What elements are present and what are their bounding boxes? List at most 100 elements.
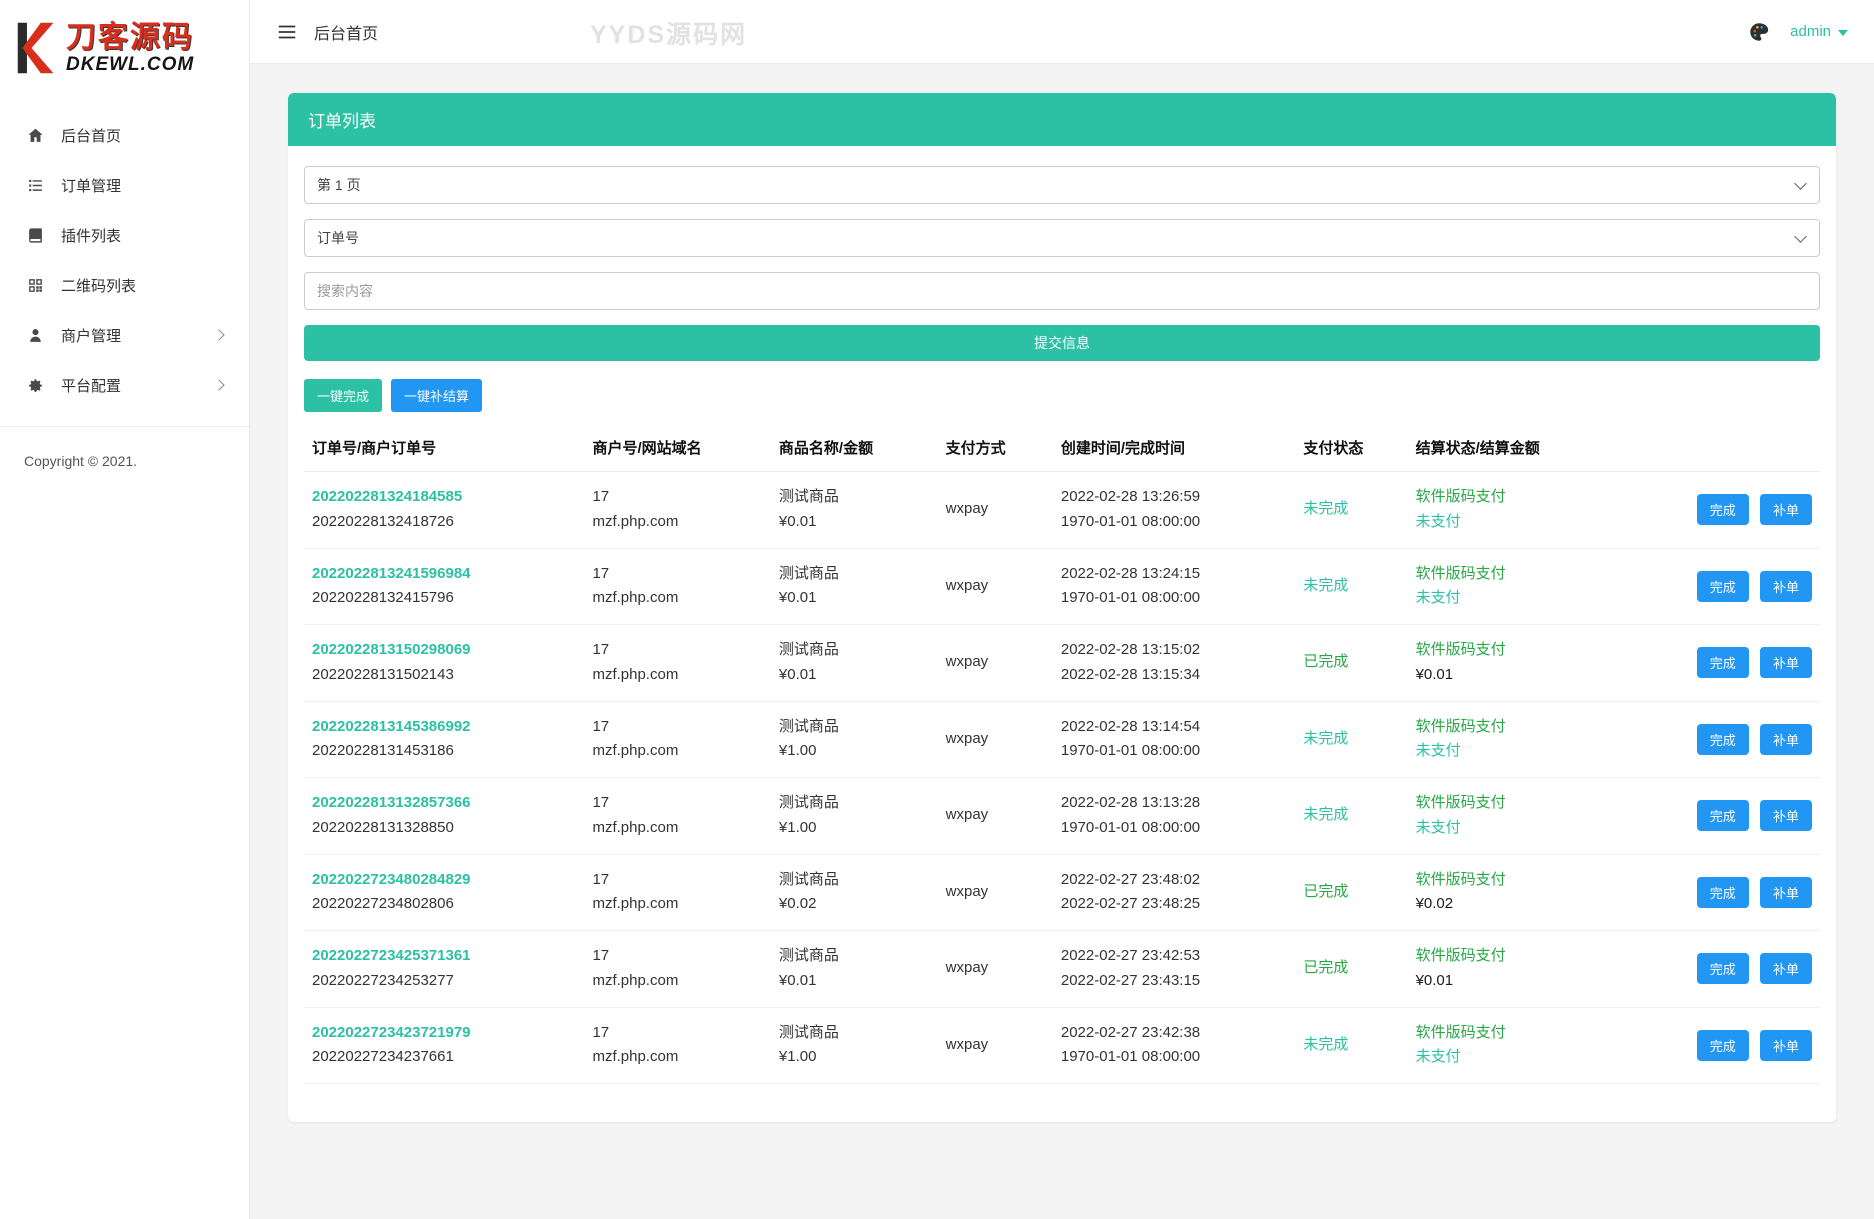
order-amount: ¥0.01 [778,589,817,607]
col-header-actions [1616,424,1820,472]
merchant-order-number: 20220227234802806 [312,895,454,913]
created-time: 2022-02-28 13:24:15 [1060,564,1201,582]
main-area: 后台首页 YYDS源码网 admin 订单列表 第 1 页 [250,0,1874,1219]
settle-type: 软件版码支付 [1415,488,1506,505]
logo: 刀客源码 DKEWL.COM [0,0,249,96]
order-number-link[interactable]: 2022022813145386992 [312,717,471,735]
completed-time: 2022-02-27 23:48:25 [1060,895,1201,913]
pay-status-badge: 未完成 [1303,500,1349,518]
supplement-button[interactable]: 补单 [1759,494,1812,526]
complete-button[interactable]: 完成 [1696,494,1749,526]
order-number-link[interactable]: 2022022723425371361 [312,947,471,964]
site-domain: mzf.php.com [592,742,679,760]
order-number-link[interactable]: 2022022813132857366 [312,794,471,811]
product-name: 测试商品 [778,717,839,735]
supplement-button[interactable]: 补单 [1759,876,1812,908]
theme-palette-icon[interactable] [1748,21,1770,43]
complete-button[interactable]: 完成 [1696,647,1749,679]
plugin-icon [26,226,44,244]
orders-table: 订单号/商户订单号 商户号/网站域名 商品名称/金额 支付方式 创建时间/完成时… [304,424,1820,1084]
merchant-order-number: 20220227234253277 [312,971,454,989]
product-name: 测试商品 [778,870,839,888]
pay-method: wxpay [937,701,1053,778]
page-select[interactable]: 第 1 页 [304,166,1820,204]
complete-button[interactable]: 完成 [1696,570,1749,602]
user-menu[interactable]: admin [1790,23,1848,40]
supplement-button[interactable]: 补单 [1759,953,1812,985]
chevron-right-icon [213,379,225,391]
created-time: 2022-02-28 13:13:28 [1060,794,1201,811]
search-field-select[interactable]: 订单号 [304,219,1820,257]
order-amount: ¥1.00 [778,742,817,760]
brand-title: 刀客源码 [66,20,194,54]
site-domain: mzf.php.com [592,589,679,607]
merchant-id: 17 [592,947,610,964]
complete-button[interactable]: 完成 [1696,1029,1749,1061]
sidebar-menu: 后台首页 订单管理 插件列表 二维码列表 商户管理 [0,96,249,410]
merchant-order-number: 20220228131453186 [312,742,454,760]
created-time: 2022-02-27 23:48:02 [1060,870,1201,888]
site-domain: mzf.php.com [592,971,679,989]
order-number-link[interactable]: 2022022723480284829 [312,870,471,888]
sidebar-item-dashboard[interactable]: 后台首页 [0,110,249,160]
menu-toggle-icon[interactable] [276,21,298,43]
order-amount: ¥0.02 [778,895,817,913]
orders-tbody: 202202281324184585 20220228132418726 17 … [304,471,1820,1084]
sidebar-item-merchants[interactable]: 商户管理 [0,310,249,360]
watermark-text: YYDS源码网 [590,21,748,49]
settle-value: 未支付 [1415,742,1461,760]
submit-button[interactable]: 提交信息 [304,325,1820,361]
merchant-id: 17 [592,1023,610,1041]
completed-time: 1970-01-01 08:00:00 [1060,818,1201,836]
username: admin [1790,23,1831,40]
supplement-button[interactable]: 补单 [1759,570,1812,602]
logo-text: 刀客源码 DKEWL.COM [66,21,194,76]
sidebar-item-platform-config[interactable]: 平台配置 [0,360,249,410]
supplement-button[interactable]: 补单 [1759,800,1812,832]
settle-value: 未支付 [1415,1048,1461,1066]
order-number-link[interactable]: 2022022813241596984 [312,564,471,582]
completed-time: 1970-01-01 08:00:00 [1060,589,1201,607]
complete-button[interactable]: 完成 [1696,723,1749,755]
created-time: 2022-02-28 13:15:02 [1060,641,1201,658]
order-number-link[interactable]: 2022022813150298069 [312,641,471,658]
sidebar-item-label: 商户管理 [61,327,122,345]
pay-method: wxpay [937,471,1053,549]
completed-time: 1970-01-01 08:00:00 [1060,512,1201,530]
product-name: 测试商品 [778,564,839,582]
complete-button[interactable]: 完成 [1696,876,1749,908]
bulk-settle-button[interactable]: 一键补结算 [391,379,483,412]
pay-status-badge: 未完成 [1303,576,1349,594]
supplement-button[interactable]: 补单 [1759,723,1812,755]
settle-value: 未支付 [1415,512,1461,530]
search-input[interactable] [304,272,1820,310]
table-row: 2022022723425371361 20220227234253277 17… [304,930,1820,1008]
merchant-id: 17 [592,641,610,658]
brand-domain: DKEWL.COM [66,53,195,75]
pay-status-badge: 已完成 [1303,959,1349,977]
table-row: 2022022813241596984 20220228132415796 17… [304,548,1820,625]
sidebar-item-orders[interactable]: 订单管理 [0,160,249,210]
merchant-id: 17 [592,794,610,811]
order-amount: ¥0.01 [778,971,817,989]
table-header-row: 订单号/商户订单号 商户号/网站域名 商品名称/金额 支付方式 创建时间/完成时… [304,424,1820,472]
pay-status-badge: 已完成 [1303,882,1349,900]
supplement-button[interactable]: 补单 [1759,647,1812,679]
completed-time: 1970-01-01 08:00:00 [1060,742,1201,760]
product-name: 测试商品 [778,488,839,505]
supplement-button[interactable]: 补单 [1759,1029,1812,1061]
complete-button[interactable]: 完成 [1696,800,1749,832]
complete-button[interactable]: 完成 [1696,953,1749,985]
page-select-wrap: 第 1 页 [304,166,1820,204]
order-number-link[interactable]: 202202281324184585 [312,488,463,505]
sidebar-item-plugins[interactable]: 插件列表 [0,210,249,260]
bulk-complete-button[interactable]: 一键完成 [304,379,383,412]
panel-title: 订单列表 [288,93,1836,146]
pay-status-badge: 未完成 [1303,729,1349,747]
order-number-link[interactable]: 2022022723423721979 [312,1023,471,1041]
merchant-id: 17 [592,564,610,582]
table-row: 2022022813150298069 20220228131502143 17… [304,624,1820,702]
sidebar-item-label: 后台首页 [61,127,122,145]
merchant-id: 17 [592,488,610,505]
sidebar-item-qrcodes[interactable]: 二维码列表 [0,260,249,310]
